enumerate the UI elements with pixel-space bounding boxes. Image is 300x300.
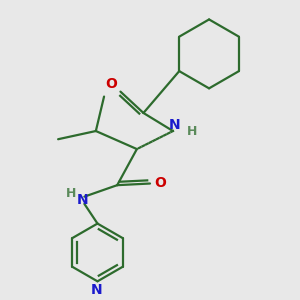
Text: N: N [91,283,103,297]
Text: N: N [77,193,88,207]
Text: O: O [154,176,166,190]
Text: N: N [169,118,180,132]
Text: O: O [105,77,117,92]
Text: H: H [187,124,197,137]
Text: H: H [65,187,76,200]
